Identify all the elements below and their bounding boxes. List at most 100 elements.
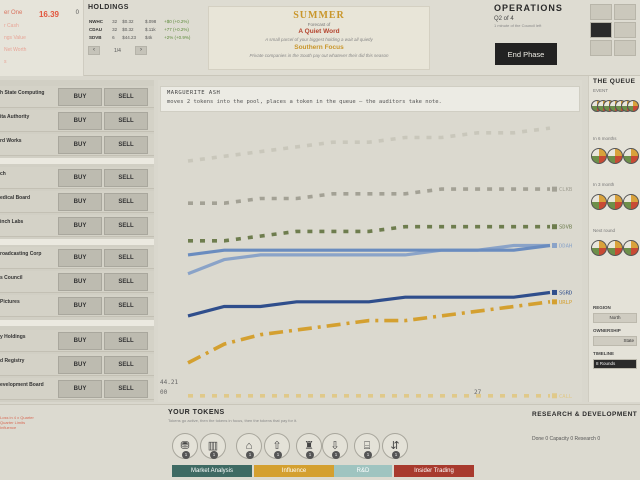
operations-title: OPERATIONS — [494, 3, 563, 13]
table-row[interactable]: SDVB 6 $44.23 $4k +2% (+0.9%) — [88, 33, 204, 41]
series-line-clkb — [188, 187, 550, 205]
queue-token[interactable] — [607, 240, 623, 256]
table-row[interactable]: CDAU 32 $0.32 $.11k +77 (+0.2%) — [88, 25, 204, 33]
chart-label-group: CLKB SDVB DDAH SGRD URLP CALL — [552, 186, 573, 400]
briefcase-icon[interactable]: ⌂ 1 — [236, 433, 262, 459]
buy-button[interactable]: BUY — [58, 273, 102, 291]
grid-cell[interactable] — [590, 4, 612, 20]
token-count: 1 — [246, 451, 254, 459]
season-event-desc: A small parcel of your biggest holding a… — [265, 37, 373, 42]
sell-button[interactable]: SELL — [104, 112, 148, 130]
bank-icon[interactable]: ⌸ 1 — [354, 433, 380, 459]
token-legend: Market Analysis Influence R&D Insider Tr… — [170, 465, 476, 477]
buy-button[interactable]: BUY — [58, 88, 102, 106]
buy-button[interactable]: BUY — [58, 217, 102, 235]
end-phase-button[interactable]: End Phase — [495, 43, 557, 65]
buy-button[interactable]: BUY — [58, 332, 102, 350]
chart-icon[interactable]: ⇵ 1 — [382, 433, 408, 459]
season-card: SUMMER Forecast of A Quiet Word A small … — [208, 6, 430, 70]
building-icon[interactable]: ▥ 1 — [200, 433, 226, 459]
buy-button[interactable]: BUY — [58, 380, 102, 398]
token-count: 1 — [364, 451, 372, 459]
coin-stack-icon[interactable]: ⛃ 1 — [172, 433, 198, 459]
sell-button[interactable]: SELL — [104, 217, 148, 235]
arrow-down-icon[interactable]: ⇩ 1 — [322, 433, 348, 459]
sell-button[interactable]: SELL — [104, 136, 148, 154]
ticker: CDAU — [89, 26, 102, 32]
prev-page-button[interactable]: ‹ — [88, 46, 100, 55]
series-line-urlp — [187, 300, 551, 365]
grid-cell[interactable] — [590, 40, 612, 56]
note-line: Influence — [0, 425, 17, 430]
sell-button[interactable]: SELL — [104, 193, 148, 211]
queue-token[interactable] — [627, 100, 639, 112]
log-author: MARGUERITE ASH — [167, 90, 221, 96]
table-row[interactable]: NWHC 32 $0.32 $.098 +$0 (+0.2%) — [88, 17, 204, 25]
queue-token[interactable] — [623, 148, 639, 164]
timeline-value[interactable]: 8 Rounds — [593, 359, 637, 369]
sell-button[interactable]: SELL — [104, 273, 148, 291]
queue-token[interactable] — [591, 194, 607, 210]
queue-token[interactable] — [591, 240, 607, 256]
series-line-series-4 — [187, 243, 551, 257]
bottom-bar: Loss in 4 x Quarter Quarter Limits Influ… — [0, 404, 640, 480]
queue-token[interactable] — [591, 148, 607, 164]
sell-button[interactable]: SELL — [104, 380, 148, 398]
sell-button[interactable]: SELL — [104, 169, 148, 187]
ownership-value[interactable]: State — [593, 336, 637, 346]
change: +2% (+0.9%) — [164, 34, 191, 40]
chart-series-group — [187, 126, 551, 398]
grid-cell[interactable] — [614, 4, 636, 20]
y-tick-label: 44.21 — [160, 379, 178, 386]
sell-button[interactable]: SELL — [104, 297, 148, 315]
operations-panel: OPERATIONS Q2 of 4 1 minute of the Counc… — [494, 3, 586, 73]
buy-button[interactable]: BUY — [58, 169, 102, 187]
note-line: Loss in 4 x Quarter — [0, 415, 34, 420]
grid-cell[interactable] — [614, 40, 636, 56]
buy-button[interactable]: BUY — [58, 193, 102, 211]
stock-name: edical Board — [0, 195, 31, 201]
queue-token[interactable] — [623, 194, 639, 210]
stock-row: inch Labs BUY SELL — [0, 215, 154, 237]
queue-token[interactable] — [623, 240, 639, 256]
arrow-up-icon[interactable]: ⇧ 1 — [264, 433, 290, 459]
queue-token[interactable] — [607, 148, 623, 164]
rd-title: RESEARCH & DEVELOPMENT — [532, 411, 638, 418]
queue-token[interactable] — [607, 194, 623, 210]
value: $.098 — [145, 18, 157, 24]
queue-title: THE QUEUE — [593, 78, 636, 85]
factory-icon[interactable]: ♜ 1 — [296, 433, 322, 459]
sell-button[interactable]: SELL — [104, 249, 148, 267]
ownership-label: OWNERSHIP — [593, 328, 621, 333]
sell-button[interactable]: SELL — [104, 332, 148, 350]
series-line-sgrd — [187, 290, 551, 318]
x-tick-label: 00 — [160, 389, 168, 396]
stock-list: h State Computing BUY SELL ita Authority… — [0, 80, 154, 402]
holdings-title: HOLDINGS — [88, 4, 129, 11]
buy-button[interactable]: BUY — [58, 112, 102, 130]
quarter-label: Q2 of 4 — [494, 16, 514, 22]
sell-button[interactable]: SELL — [104, 88, 148, 106]
buy-button[interactable]: BUY — [58, 356, 102, 374]
ticker: SDVB — [89, 34, 102, 40]
buy-button[interactable]: BUY — [58, 297, 102, 315]
buy-button[interactable]: BUY — [58, 249, 102, 267]
log-message: moves 2 tokens into the pool, places a t… — [167, 99, 442, 105]
player-line: r Cash — [4, 23, 19, 29]
grid-cell[interactable] — [614, 22, 636, 38]
player-line: Net Worth — [4, 47, 27, 53]
stock-name: evelopment Board — [0, 382, 44, 388]
legend-rd: R&D — [334, 465, 392, 477]
buy-button[interactable]: BUY — [58, 136, 102, 154]
season-event-title: A Quiet Word — [298, 28, 340, 35]
stock-name: rd Works — [0, 138, 22, 144]
sell-button[interactable]: SELL — [104, 356, 148, 374]
region-value[interactable]: North — [593, 313, 637, 323]
price: $0.32 — [122, 18, 134, 24]
tokens-title: YOUR TOKENS — [168, 409, 225, 416]
player-cash: 16.39 — [38, 10, 60, 19]
legend-market-analysis: Market Analysis — [172, 465, 252, 477]
token-count: 1 — [332, 451, 340, 459]
next-page-button[interactable]: › — [134, 46, 147, 55]
grid-cell[interactable] — [590, 22, 612, 38]
